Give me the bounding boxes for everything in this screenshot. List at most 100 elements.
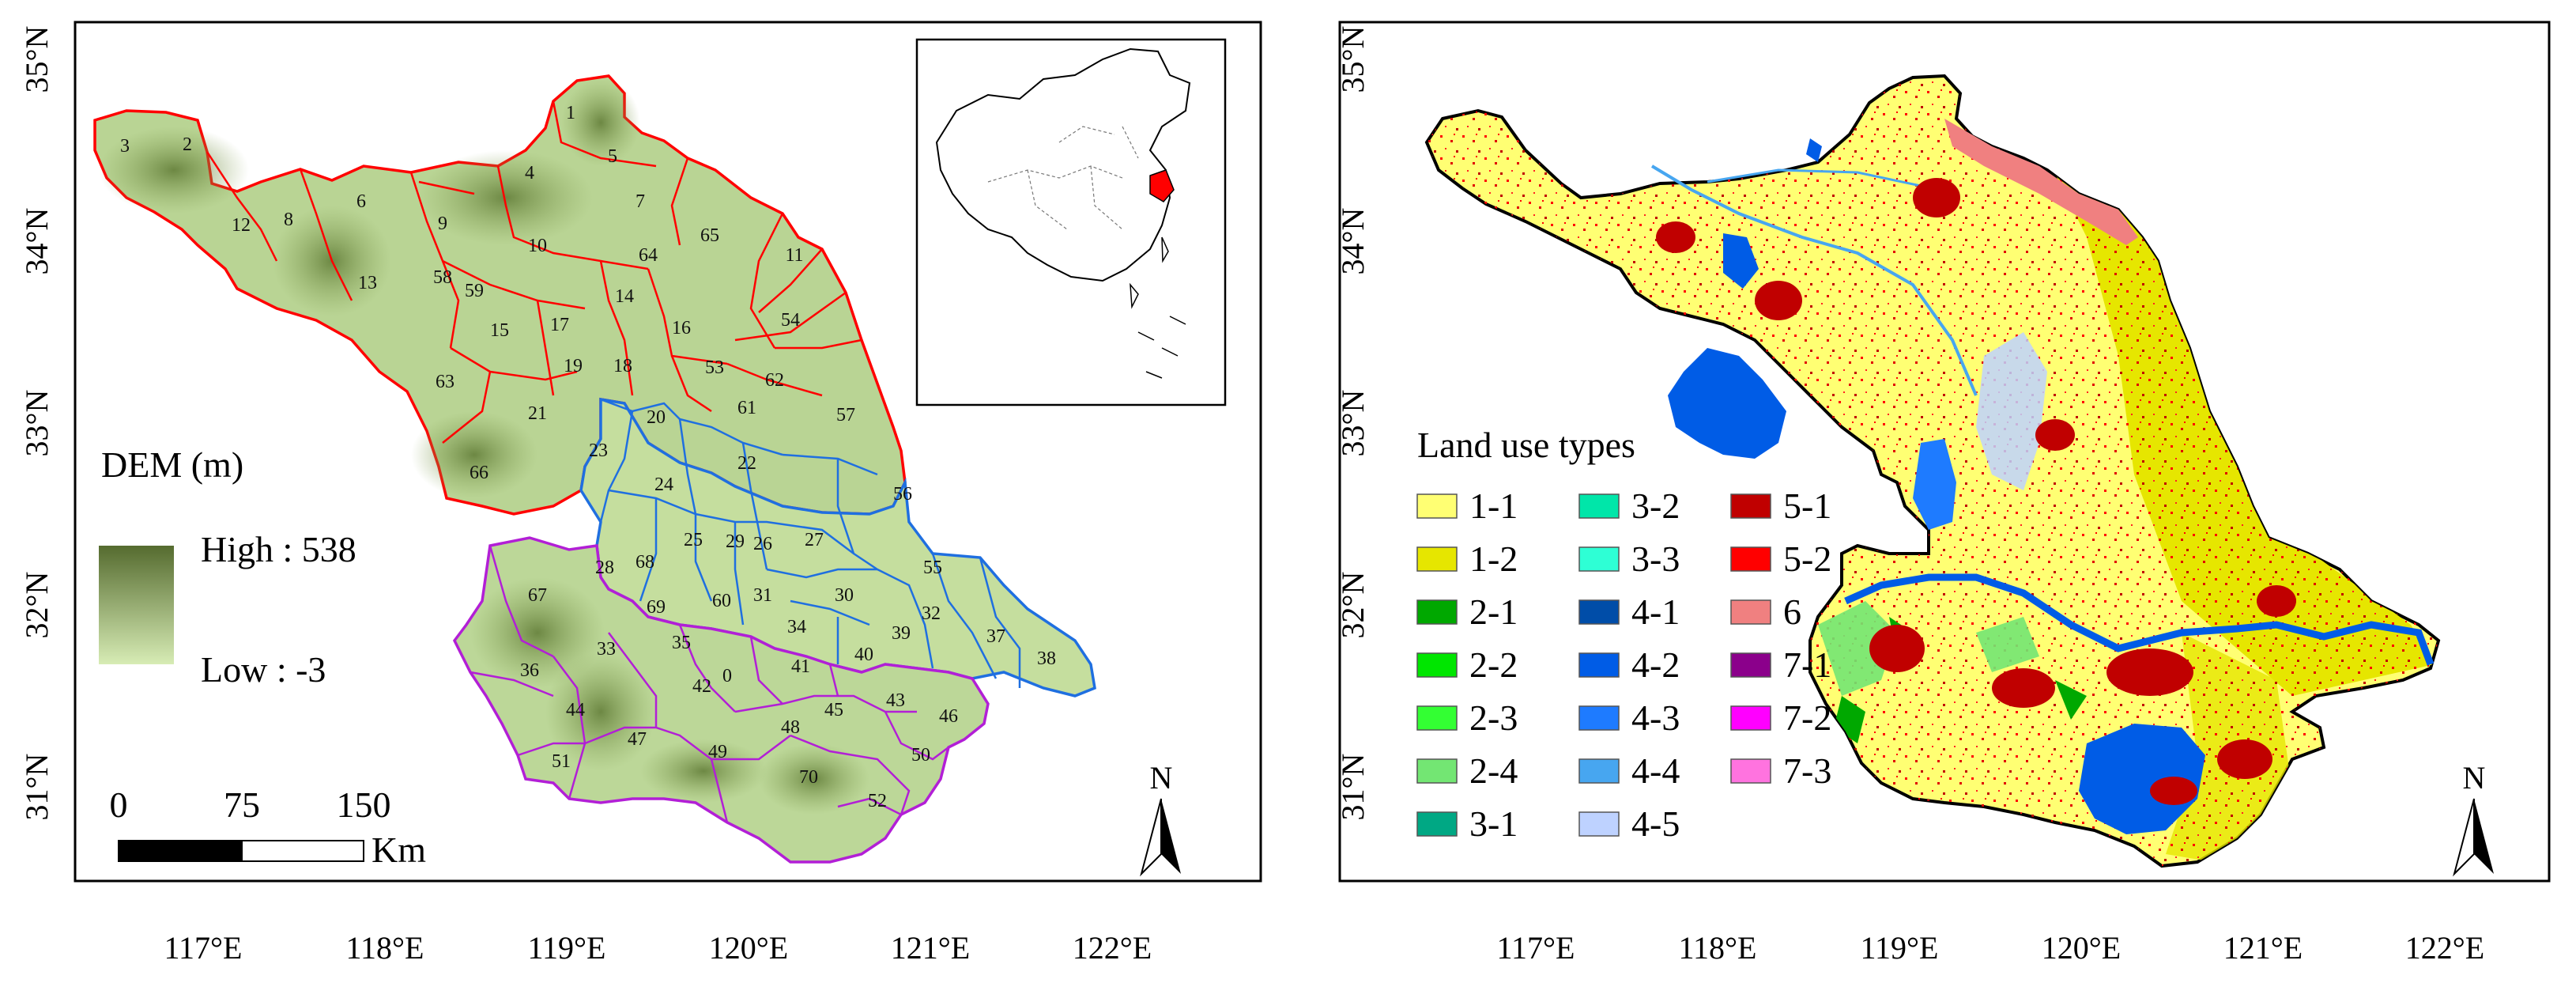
region-number-label: 2 xyxy=(183,134,192,155)
region-number-label: 68 xyxy=(636,552,654,573)
legend-swatch-2-4 xyxy=(1416,758,1458,784)
region-number-label: 27 xyxy=(805,530,824,550)
dem-legend-high: High : 538 xyxy=(201,529,356,569)
region-number-label: 51 xyxy=(552,751,571,772)
luoma-lake xyxy=(1723,233,1759,289)
north-canal xyxy=(1707,168,1922,187)
right-longitude-labels: 117°E 118°E 119°E 120°E 121°E 122°E xyxy=(1497,930,2485,966)
region-number-label: 22 xyxy=(737,453,756,474)
left-lat-label: 33°N xyxy=(19,390,55,457)
left-lon-label: 121°E xyxy=(891,930,970,966)
county-boundaries xyxy=(206,100,1021,823)
left-lat-label: 35°N xyxy=(19,26,55,93)
land-use-legend: Land use types 1-1 1-2 2-1 2-2 2-3 2-4 3-1 3-2 3… xyxy=(1416,425,1831,844)
right-lon-label: 118°E xyxy=(1679,930,1757,966)
region-number-label: 20 xyxy=(647,407,666,428)
lake-patches-4-5 xyxy=(1976,332,2047,490)
region-number-label: 15 xyxy=(490,320,509,341)
region-number-label: 40 xyxy=(854,645,873,665)
left-lat-label: 32°N xyxy=(19,572,55,639)
right-lon-label: 121°E xyxy=(2223,930,2303,966)
legend-swatch-3-2 xyxy=(1578,493,1620,519)
region-number-label: 3 xyxy=(120,136,130,157)
region-number-label: 19 xyxy=(564,356,583,376)
legend-swatch-6 xyxy=(1730,599,1771,625)
left-lon-label: 118°E xyxy=(346,930,424,966)
legend-swatch-4-4 xyxy=(1578,758,1620,784)
region-number-label: 7 xyxy=(636,191,645,212)
legend-swatch-2-2 xyxy=(1416,652,1458,678)
region-number-label: 24 xyxy=(654,474,673,495)
left-lon-label: 117°E xyxy=(164,930,243,966)
region-number-label: 21 xyxy=(528,403,547,424)
dem-color-ramp xyxy=(99,546,174,664)
legend-swatch-2-1 xyxy=(1416,599,1458,625)
region-number-label: 0 xyxy=(722,666,732,686)
region-number-label: 9 xyxy=(438,214,447,234)
small-lake xyxy=(1806,138,1822,162)
north-label-left: N xyxy=(1150,760,1173,796)
legend-label-4-4: 4-4 xyxy=(1631,750,1680,791)
legend-label-6: 6 xyxy=(1783,592,1801,632)
region-number-label: 46 xyxy=(939,706,958,727)
region-number-label: 38 xyxy=(1037,648,1056,669)
region-number-label: 4 xyxy=(525,163,534,183)
region-number-label: 50 xyxy=(911,745,930,766)
right-lon-label: 120°E xyxy=(2042,930,2121,966)
region-number-label: 55 xyxy=(923,558,942,578)
legend-label-7-2: 7-2 xyxy=(1783,698,1831,738)
legend-label-4-3: 4-3 xyxy=(1631,698,1680,738)
dem-legend: DEM (m) High : 538 Low : -3 xyxy=(99,444,356,690)
legend-label-5-1: 5-1 xyxy=(1783,486,1831,526)
region-number-label: 31 xyxy=(753,585,772,606)
legend-label-3-1: 3-1 xyxy=(1469,803,1518,844)
island-shapes xyxy=(1130,236,1186,379)
right-lat-label: 35°N xyxy=(1335,26,1371,93)
region-number-label: 61 xyxy=(737,398,756,418)
right-lat-label: 34°N xyxy=(1335,208,1371,275)
region-number-label: 36 xyxy=(520,660,539,681)
region-number-label: 14 xyxy=(615,286,634,307)
region-number-label: 33 xyxy=(597,639,616,660)
region-number-label: 52 xyxy=(868,791,887,811)
region-number-label: 29 xyxy=(726,531,745,552)
region-number-label: 70 xyxy=(799,767,818,788)
region-number-label: 25 xyxy=(684,530,703,550)
region-number-label: 1 xyxy=(566,103,575,123)
region-number-label: 49 xyxy=(708,742,727,762)
region-number-label: 39 xyxy=(892,623,911,644)
legend-label-3-2: 3-2 xyxy=(1631,486,1680,526)
legend-label-2-3: 2-3 xyxy=(1469,698,1518,738)
legend-label-5-2: 5-2 xyxy=(1783,539,1831,579)
region-number-label: 44 xyxy=(566,700,585,720)
north-arrow-right: N xyxy=(2453,760,2494,877)
legend-label-4-5: 4-5 xyxy=(1631,803,1680,844)
region-number-label: 53 xyxy=(705,357,724,378)
legend-swatch-3-3 xyxy=(1578,546,1620,572)
region-number-label: 41 xyxy=(791,656,810,677)
china-inset-map xyxy=(915,38,1227,406)
region-number-label: 42 xyxy=(692,676,711,697)
region-number-label: 13 xyxy=(358,273,377,293)
scale-label-0: 0 xyxy=(110,785,128,825)
legend-label-4-2: 4-2 xyxy=(1631,645,1680,685)
legend-swatch-4-5 xyxy=(1578,811,1620,837)
region-number-label: 12 xyxy=(232,215,251,236)
scale-bar: 0 75 150 Km xyxy=(110,785,427,870)
region-number-label: 47 xyxy=(628,729,647,750)
region-number-label: 18 xyxy=(613,356,632,376)
urban-clusters-5-1 xyxy=(1656,178,2296,805)
scale-label-75: 75 xyxy=(224,785,260,825)
legend-label-3-3: 3-3 xyxy=(1631,539,1680,579)
region-number-label: 63 xyxy=(436,372,454,392)
right-latitude-labels: 35°N 34°N 33°N 32°N 31°N xyxy=(1335,26,1371,821)
legend-label-2-2: 2-2 xyxy=(1469,645,1518,685)
legend-swatch-4-2 xyxy=(1578,652,1620,678)
legend-label-7-1: 7-1 xyxy=(1783,645,1831,685)
land-use-legend-title: Land use types xyxy=(1417,425,1635,465)
region-number-label: 48 xyxy=(781,717,800,738)
coastal-strip-6 xyxy=(1944,119,2138,245)
